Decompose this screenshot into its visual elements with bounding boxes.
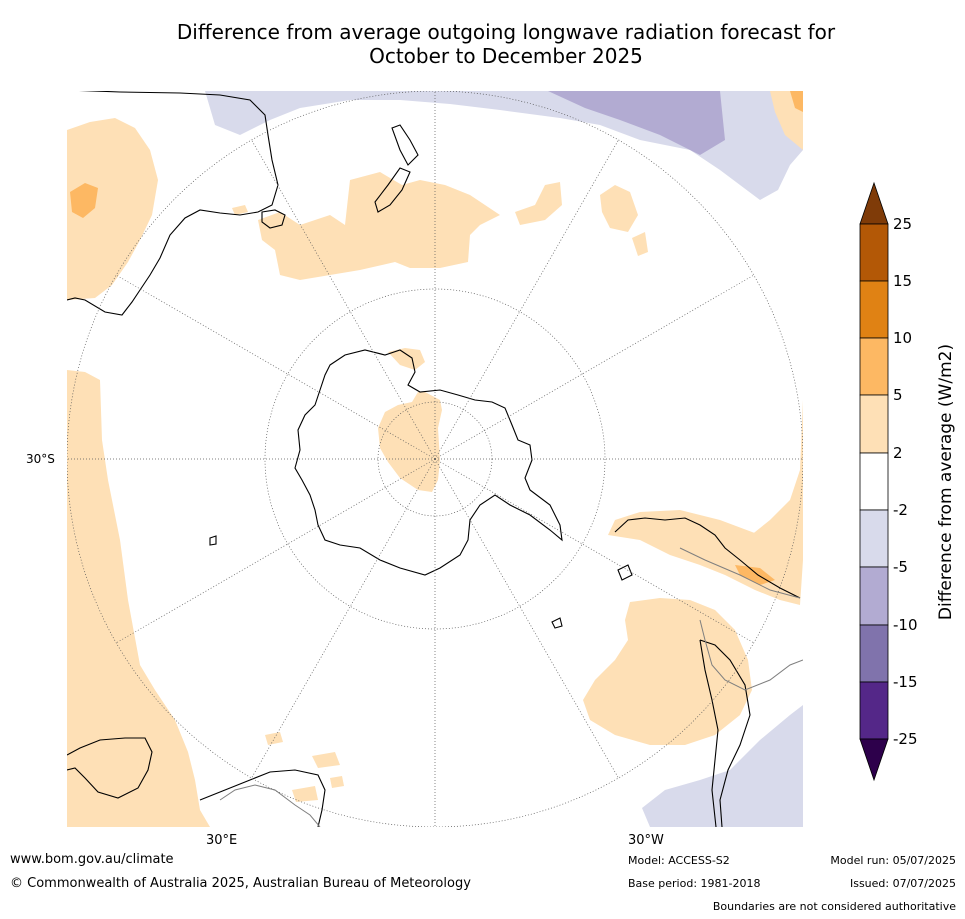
colorbar-tick-m25: -25: [893, 730, 918, 748]
coast-south-america-east: [699, 639, 751, 827]
anomaly-region-antarctic-peninsula: [388, 348, 425, 370]
colorbar-tick-m15: -15: [893, 673, 918, 691]
coastlines: [67, 91, 801, 827]
colorbar-tick-25: 25: [893, 215, 913, 233]
lat-label-30s: 30°S: [26, 452, 55, 466]
coast-new-zealand-north: [391, 124, 419, 166]
anomaly-region-negative-bottom-right: [642, 705, 803, 827]
graticule-circle-45s: [264, 288, 606, 630]
coast-madagascar: [199, 769, 326, 827]
boundary-south-america-1: [699, 619, 803, 691]
anomaly-region-pacific-islet-2: [600, 185, 638, 232]
anomaly-region-australia: [67, 118, 158, 300]
anomaly-region-top-right-strong: [790, 91, 803, 112]
graticule: [67, 91, 803, 827]
chart-title: Difference from average outgoing longwav…: [0, 20, 965, 68]
boundary-south-america-2: [679, 547, 801, 599]
colorbar-bin-15-25: [859, 223, 889, 282]
anomaly-region-australia-strong: [70, 183, 98, 218]
title-line-2: October to December 2025: [369, 44, 643, 68]
anomaly-region-pacific-islet-1: [515, 182, 562, 225]
anomaly-region-small-islet-d: [265, 732, 283, 745]
footer-base-period: Base period: 1981-2018: [628, 877, 761, 890]
anomaly-region-antarctica-interior: [378, 392, 442, 492]
coast-south-georgia: [551, 617, 563, 629]
anomaly-region-tasman: [258, 172, 500, 280]
internal-boundaries: [219, 547, 803, 827]
anomaly-region-small-islet-c: [292, 786, 318, 802]
footer-model-run: Model run: 05/07/2025: [830, 854, 956, 867]
boundary-africa: [219, 784, 321, 827]
anomaly-region-small-islet-a: [232, 205, 248, 215]
colorbar-over-triangle: [859, 181, 889, 225]
colorbar-tick-m5: -5: [893, 558, 908, 576]
anomaly-region-negative-top-strong: [548, 91, 725, 155]
footer-url[interactable]: www.bom.gov.au/climate: [10, 852, 174, 867]
colorbar-bin-m2-2: [859, 452, 889, 511]
meridian-120w: [434, 458, 755, 644]
colorbar-under-triangle: [859, 738, 889, 782]
colorbar-label: Difference from average (W/m2): [936, 343, 956, 621]
coast-africa-south: [67, 737, 153, 799]
anomaly-region-small-islet-b: [312, 752, 340, 768]
coast-south-america-west: [699, 639, 719, 827]
lon-label-30e: 30°E: [206, 833, 238, 848]
title-line-1: Difference from average outgoing longwav…: [176, 20, 836, 44]
colorbar-tick-m10: -10: [893, 616, 918, 634]
coast-south-america-tip: [614, 517, 801, 599]
colorbar-bin-m5-m2: [859, 509, 889, 568]
anomaly-region-south-america-east: [745, 400, 803, 570]
coast-falklands: [617, 564, 633, 581]
colorbar-bin-m10-m5: [859, 566, 889, 626]
coast-tasmania: [261, 209, 286, 229]
anomaly-region-small-islet-e: [330, 776, 344, 788]
anomaly-region-pacific-islet-3: [632, 232, 648, 256]
coast-australia: [67, 91, 279, 316]
meridian-120e: [115, 458, 436, 644]
meridian-60e: [115, 274, 436, 460]
colorbar-tick-15: 15: [893, 272, 913, 290]
colorbar-bin-m25-m15: [859, 681, 889, 740]
footer-issued: Issued: 07/07/2025: [849, 877, 956, 890]
footer-copyright: © Commonwealth of Australia 2025, Austra…: [10, 876, 471, 891]
colorbar: [859, 181, 889, 782]
coast-antarctica: [294, 349, 563, 576]
coast-new-zealand-south: [374, 167, 411, 213]
footer-model: Model: ACCESS-S2: [628, 854, 730, 867]
lon-label-30w: 30°W: [628, 833, 664, 848]
meridian-60w: [434, 274, 755, 460]
anomaly-region-andes-strong: [735, 565, 775, 585]
colorbar-bin-m15-m10: [859, 624, 889, 683]
anomaly-region-south-atlantic: [583, 598, 752, 745]
colorbar-tick-2: 2: [893, 444, 903, 462]
colorbar-tick-5: 5: [893, 386, 903, 404]
map-panel: [67, 91, 803, 827]
colorbar-tick-m2: -2: [893, 501, 908, 519]
colorbar-bin-10-15: [859, 280, 889, 339]
footer-disclaimer: Boundaries are not considered authoritat…: [712, 900, 956, 913]
colorbar-tick-10: 10: [893, 329, 913, 347]
colorbar-bin-2-5: [859, 394, 889, 454]
coast-islet-1: [209, 535, 217, 546]
colorbar-bin-5-10: [859, 337, 889, 396]
anomaly-region-africa-west: [67, 370, 210, 827]
